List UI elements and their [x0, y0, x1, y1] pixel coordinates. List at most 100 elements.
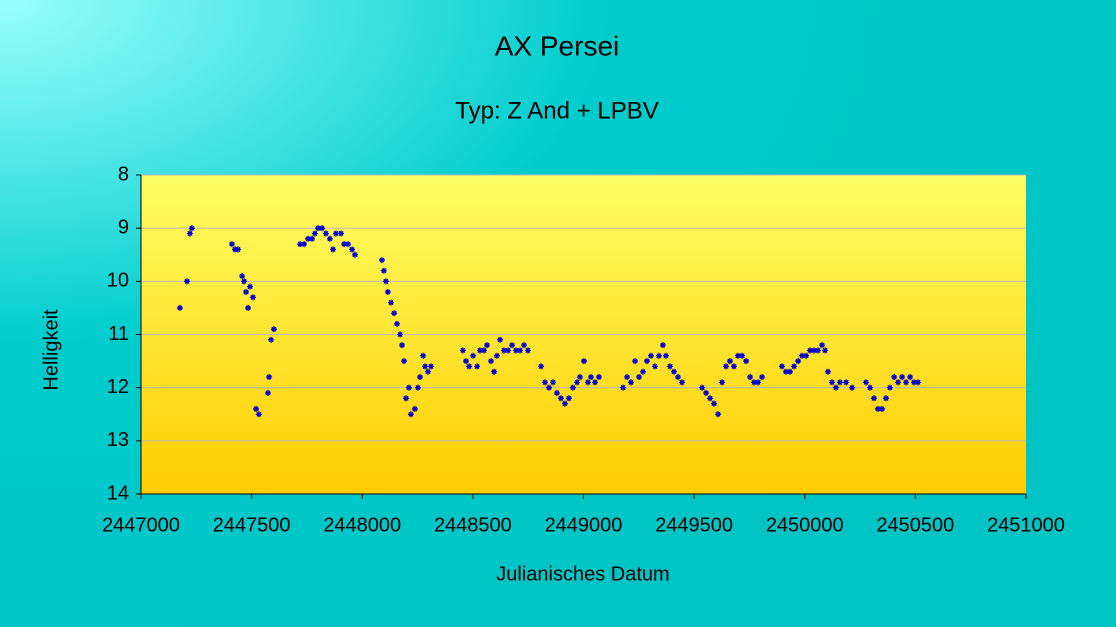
- data-point: [557, 395, 564, 402]
- data-point: [480, 347, 487, 354]
- data-point: [301, 241, 308, 248]
- data-point: [584, 379, 591, 386]
- data-point: [542, 379, 549, 386]
- data-point: [849, 384, 856, 391]
- data-point: [416, 374, 423, 381]
- data-point: [640, 368, 647, 375]
- x-tick-label: 2450000: [766, 514, 844, 536]
- data-point: [743, 358, 750, 365]
- data-point: [318, 225, 325, 232]
- data-point: [382, 278, 389, 285]
- data-point: [407, 411, 414, 418]
- data-point: [811, 347, 818, 354]
- data-point: [867, 384, 874, 391]
- x-tick-label: 2451000: [987, 514, 1065, 536]
- data-point: [843, 379, 850, 386]
- data-point: [399, 342, 406, 349]
- x-tick-label: 2448500: [434, 514, 512, 536]
- y-axis-label: Helligkeit: [40, 309, 62, 391]
- data-point: [647, 352, 654, 359]
- data-point: [803, 352, 810, 359]
- data-point: [903, 379, 910, 386]
- data-point: [899, 374, 906, 381]
- y-tick-label: 11: [108, 323, 129, 345]
- data-point: [322, 230, 329, 237]
- data-point: [513, 347, 520, 354]
- data-point: [574, 379, 581, 386]
- data-point: [636, 374, 643, 381]
- data-point: [405, 384, 412, 391]
- data-point: [878, 405, 885, 412]
- data-point: [726, 358, 733, 365]
- data-point: [332, 230, 339, 237]
- data-point: [311, 230, 318, 237]
- data-point: [264, 389, 271, 396]
- x-tick-label: 2449000: [545, 514, 623, 536]
- data-point: [786, 368, 793, 375]
- data-point: [517, 347, 524, 354]
- data-point: [707, 395, 714, 402]
- data-point: [747, 374, 754, 381]
- chart-title: AX Persei: [495, 30, 620, 61]
- data-point: [734, 352, 741, 359]
- data-point: [420, 352, 427, 359]
- data-point: [911, 379, 918, 386]
- data-point: [795, 358, 802, 365]
- data-point: [520, 342, 527, 349]
- data-point: [384, 288, 391, 295]
- data-point: [524, 347, 531, 354]
- data-point: [824, 368, 831, 375]
- data-point: [538, 363, 545, 370]
- data-point: [349, 246, 356, 253]
- data-point: [245, 304, 252, 311]
- data-point: [501, 347, 508, 354]
- data-point: [388, 299, 395, 306]
- data-point: [397, 331, 404, 338]
- data-point: [891, 374, 898, 381]
- data-point: [484, 342, 491, 349]
- data-point: [655, 352, 662, 359]
- data-point: [565, 395, 572, 402]
- data-point: [819, 342, 826, 349]
- data-point: [755, 379, 762, 386]
- data-point: [670, 368, 677, 375]
- data-point: [176, 304, 183, 311]
- y-tick-label: 8: [118, 163, 129, 185]
- data-point: [569, 384, 576, 391]
- data-point: [588, 374, 595, 381]
- data-point: [491, 368, 498, 375]
- data-point: [463, 358, 470, 365]
- data-point: [326, 235, 333, 242]
- data-point: [592, 379, 599, 386]
- data-point: [580, 358, 587, 365]
- data-point: [620, 384, 627, 391]
- data-point: [659, 342, 666, 349]
- data-point: [832, 384, 839, 391]
- data-point: [667, 363, 674, 370]
- data-point: [305, 235, 312, 242]
- data-point: [403, 395, 410, 402]
- data-point: [624, 374, 631, 381]
- data-point: [799, 352, 806, 359]
- data-point: [628, 379, 635, 386]
- data-point: [270, 326, 277, 333]
- data-point: [730, 363, 737, 370]
- data-point: [466, 363, 473, 370]
- data-point: [561, 400, 568, 407]
- x-tick-label: 2447500: [213, 514, 291, 536]
- data-point: [678, 379, 685, 386]
- data-point: [428, 363, 435, 370]
- data-point: [474, 363, 481, 370]
- data-point: [874, 405, 881, 412]
- data-point: [239, 273, 246, 280]
- x-axis-label: Julianisches Datum: [496, 563, 669, 585]
- data-point: [315, 225, 321, 232]
- x-tick-label: 2448000: [323, 514, 401, 536]
- data-point: [907, 374, 914, 381]
- chart-subtitle: Typ: Z And + LPBV: [455, 97, 658, 124]
- data-point: [643, 358, 650, 365]
- data-point: [497, 336, 504, 343]
- data-point: [247, 283, 254, 290]
- data-point: [791, 363, 798, 370]
- data-point: [476, 347, 483, 354]
